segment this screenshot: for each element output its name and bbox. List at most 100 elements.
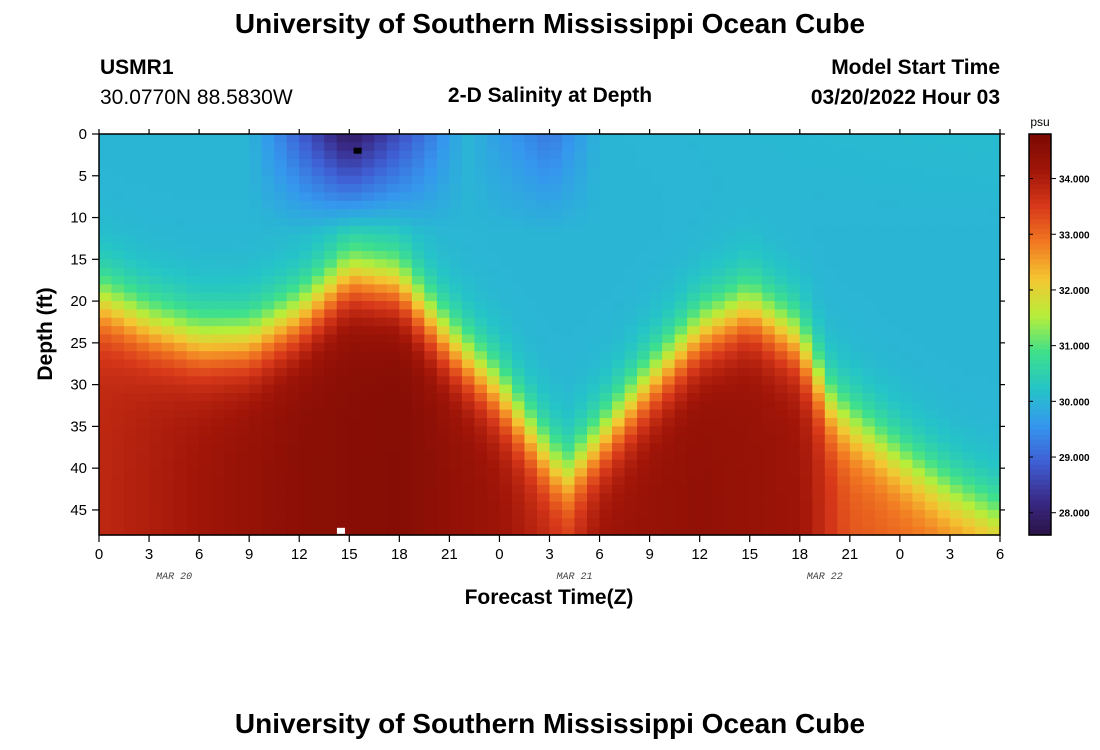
heatmap-cell	[299, 142, 313, 152]
heatmap-cell	[749, 259, 763, 269]
heatmap-cell	[849, 493, 863, 503]
heatmap-cell	[486, 426, 501, 436]
heatmap-cell	[486, 259, 501, 269]
heatmap-cell	[812, 409, 826, 419]
heatmap-cell	[699, 451, 713, 461]
heatmap-cell	[524, 167, 538, 177]
heatmap-cell	[374, 384, 388, 394]
heatmap-cell	[424, 418, 438, 427]
heatmap-cell	[149, 526, 163, 536]
heatmap-cell	[536, 250, 551, 260]
heatmap-cell	[862, 459, 876, 469]
heatmap-cell	[799, 392, 813, 402]
heatmap-cell	[274, 217, 288, 227]
heatmap-cell	[574, 242, 588, 252]
heatmap-cell	[461, 267, 476, 277]
heatmap-cell	[361, 418, 375, 427]
heatmap-cell	[824, 259, 838, 269]
heatmap-cell	[524, 175, 538, 185]
heatmap-cell	[562, 509, 576, 519]
heatmap-cell	[987, 317, 1001, 327]
heatmap-cell	[887, 476, 901, 486]
heatmap-cell	[912, 451, 926, 461]
heatmap-cell	[662, 309, 676, 319]
heatmap-cell	[286, 217, 300, 227]
heatmap-cell	[399, 234, 413, 244]
heatmap-cell	[499, 150, 513, 160]
heatmap-cell	[812, 301, 826, 311]
heatmap-cell	[687, 192, 701, 202]
x-tick-label: 9	[645, 546, 653, 563]
heatmap-cell	[712, 267, 726, 277]
heatmap-cell	[274, 242, 288, 252]
heatmap-cell	[937, 301, 951, 311]
heatmap-cell	[136, 476, 150, 486]
colorbar-segment	[1029, 399, 1051, 406]
heatmap-cell	[386, 392, 400, 402]
heatmap-cell	[399, 476, 413, 486]
heatmap-cell	[324, 526, 338, 536]
heatmap-cell	[899, 484, 913, 494]
heatmap-cell	[624, 301, 638, 311]
heatmap-cell	[824, 242, 838, 252]
heatmap-cell	[587, 418, 601, 427]
heatmap-cell	[161, 392, 175, 402]
heatmap-cell	[662, 167, 676, 177]
heatmap-cell	[699, 484, 713, 494]
heatmap-cell	[149, 359, 163, 369]
heatmap-cell	[799, 418, 813, 427]
heatmap-cell	[774, 309, 788, 319]
heatmap-cell	[762, 184, 776, 194]
heatmap-cell	[186, 234, 200, 244]
heatmap-cell	[974, 209, 989, 219]
heatmap-cell	[674, 276, 688, 285]
colorbar-segment	[1029, 429, 1051, 436]
heatmap-cell	[199, 334, 213, 344]
colorbar-segment	[1029, 134, 1051, 140]
heatmap-cell	[987, 367, 1001, 377]
heatmap-cell	[286, 476, 300, 486]
heatmap-cell	[224, 317, 238, 327]
heatmap-cell	[399, 459, 413, 469]
heatmap-cell	[449, 409, 463, 419]
heatmap-cell	[787, 301, 801, 311]
heatmap-cell	[536, 376, 551, 386]
heatmap-cell	[499, 159, 513, 169]
heatmap-cell	[799, 342, 813, 352]
heatmap-cell	[662, 184, 676, 194]
heatmap-cell	[199, 326, 213, 336]
heatmap-cell	[324, 267, 338, 277]
heatmap-cell	[837, 451, 851, 461]
heatmap-cell	[236, 267, 250, 277]
heatmap-cell	[874, 142, 888, 152]
heatmap-cell	[286, 301, 300, 311]
heatmap-cell	[399, 150, 413, 160]
heatmap-cell	[524, 326, 538, 336]
heatmap-cell	[562, 175, 576, 185]
heatmap-cell	[574, 184, 588, 194]
heatmap-cell	[862, 276, 876, 285]
heatmap-cell	[411, 351, 425, 361]
heatmap-cell	[286, 267, 300, 277]
heatmap-cell	[974, 284, 989, 294]
heatmap-cell	[511, 334, 526, 344]
heatmap-cell	[599, 443, 613, 453]
heatmap-cell	[324, 276, 338, 285]
heatmap-cell	[399, 292, 413, 302]
heatmap-cell	[274, 526, 288, 536]
heatmap-cell	[737, 217, 751, 227]
heatmap-cell	[361, 301, 375, 311]
heatmap-cell	[224, 501, 238, 511]
heatmap-cell	[149, 443, 163, 453]
heatmap-cell	[111, 134, 125, 143]
heatmap-cell	[899, 351, 913, 361]
heatmap-cell	[274, 367, 288, 377]
heatmap-cell	[699, 192, 713, 202]
heatmap-cell	[236, 184, 250, 194]
heatmap-cell	[774, 276, 788, 285]
heatmap-cell	[624, 276, 638, 285]
heatmap-cell	[299, 493, 313, 503]
heatmap-cell	[474, 276, 488, 285]
heatmap-cell	[724, 242, 738, 252]
heatmap-cell	[674, 351, 688, 361]
